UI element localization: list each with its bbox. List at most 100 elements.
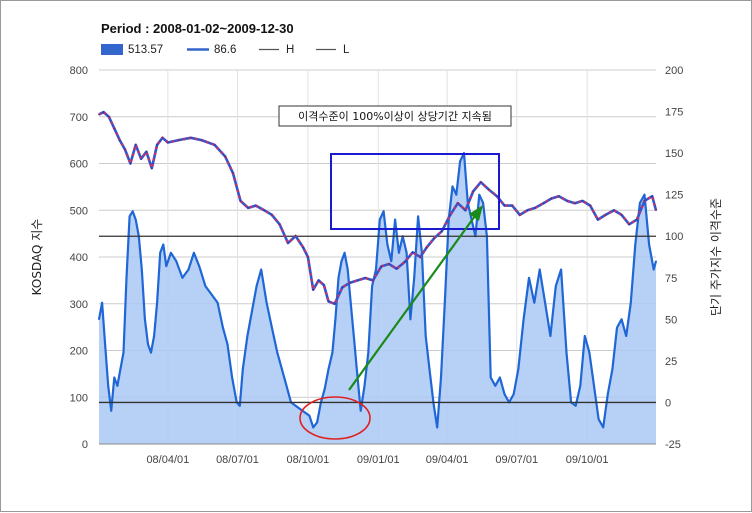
highlight-rectangle [330,153,500,230]
y-tick-label: 200 [70,346,88,358]
area-point [231,376,233,379]
price-point [419,256,422,258]
price-point [372,279,374,282]
price-point [487,188,490,191]
reference-lines [99,235,656,404]
price-point [294,235,297,237]
area-point [378,218,381,221]
price-point [239,200,242,202]
area-point [616,326,618,329]
area-point [533,301,536,304]
area-point [405,252,408,254]
legend-label-l: L [343,44,350,56]
price-point [102,111,105,113]
price-point [464,209,467,212]
area-point [104,343,106,346]
area-point [606,393,609,395]
y2-tick-label: 150 [665,148,683,160]
price-point [457,202,459,205]
x-tick-label: 09/10/01 [566,454,609,466]
price-point [108,115,110,118]
area-point [554,285,557,287]
area-point [459,160,461,163]
price-series [98,110,658,306]
area-point [356,368,358,371]
price-point [156,144,158,146]
price-point [140,158,142,160]
area-point [597,418,600,420]
area-point [478,193,481,196]
price-point [425,246,428,249]
area-point [440,376,442,379]
area-point [390,260,393,262]
area-point [144,318,146,321]
area-point [198,265,201,267]
area-point [210,293,213,296]
price-point [479,181,482,183]
area-point [643,193,646,196]
area-point [156,301,158,304]
price-point [118,139,121,141]
legend-swatch-box [101,44,123,55]
x-tick-label: 08/10/01 [286,454,329,466]
price-point [356,279,359,282]
x-tick-label: 08/07/01 [216,454,259,466]
area-point [424,335,427,337]
area-point [294,404,297,407]
y-tick-label: 600 [70,159,88,171]
price-point [349,281,351,284]
price-point [643,200,646,202]
price-point [302,246,305,249]
y2-tick-label: 100 [665,231,683,243]
price-point [589,204,592,207]
price-point [190,136,192,139]
price-point [597,218,599,221]
price-point [380,265,383,268]
area-point [444,301,446,304]
price-point [278,223,281,226]
y2-tick-label: -25 [665,439,681,451]
area-point [222,326,224,329]
price-point [145,151,148,153]
y-tick-label: 400 [70,252,88,264]
price-point [161,136,164,139]
area-point [417,215,419,218]
area-point [187,268,190,271]
price-point [558,195,560,198]
price-point [213,144,216,146]
area-point [620,318,623,321]
price-point [404,260,406,263]
area-point [226,343,229,346]
x-tick-label: 09/04/01 [426,454,469,466]
area-point [323,388,326,390]
area-point [285,385,288,387]
area-point [489,376,492,379]
area-point [382,210,385,213]
area-point [413,276,416,279]
area-point [367,351,370,354]
area-point [494,385,497,387]
area-point [101,301,103,304]
y-tick-label: 0 [82,439,88,451]
y2-tick-label: 25 [665,356,677,368]
legend-label-1: 513.57 [128,44,163,56]
area-point [238,404,241,407]
price-point [263,209,266,212]
y-tick-label: 800 [70,65,88,77]
area-point [125,276,128,279]
y-tick-label: 100 [70,392,88,404]
area-point [255,285,258,287]
area-point [175,260,178,262]
annotation-text: 이격수준이 100%이상이 상당기간 지속됨 [298,110,492,123]
y2-tick-label: 125 [665,190,683,202]
area-point [181,276,184,279]
price-point [566,200,569,202]
area-point [271,326,273,329]
area-point [337,276,340,279]
price-point [433,237,435,240]
legend: 513.57 86.6 H L [101,44,350,56]
area-point [107,385,109,387]
area-point [655,260,657,262]
area-point [394,218,396,221]
area-point [141,268,143,271]
